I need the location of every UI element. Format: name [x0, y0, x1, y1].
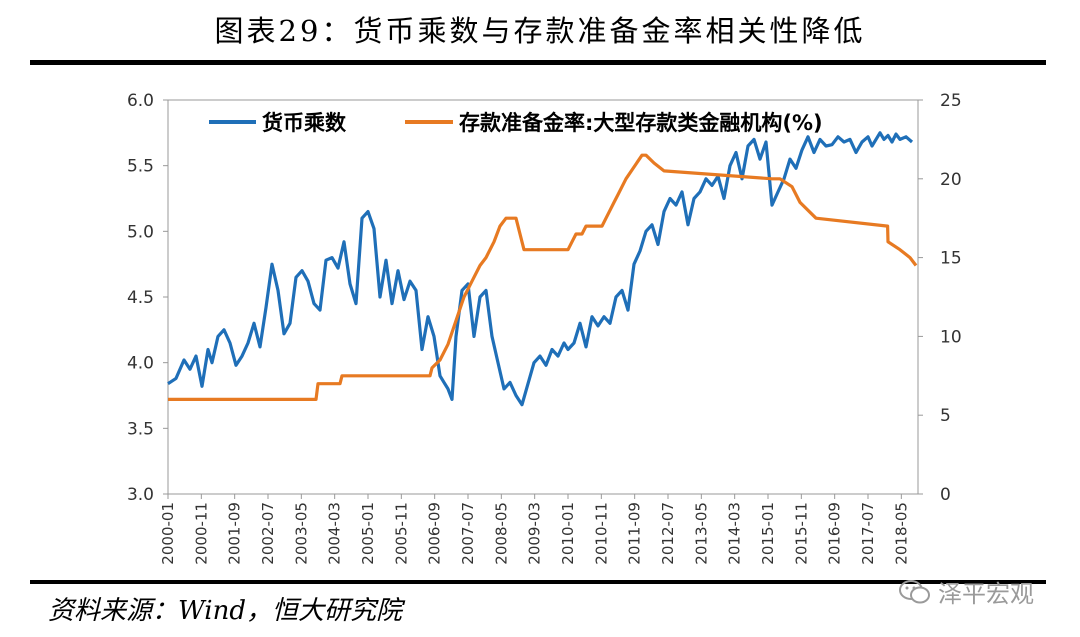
y-right-tick-label: 25: [940, 91, 962, 111]
x-tick-label: 2002-07: [259, 502, 277, 565]
x-tick-label: 2014-03: [726, 502, 744, 565]
chart-title: 图表29：货币乘数与存款准备金率相关性降低: [214, 14, 866, 48]
legend: 货币乘数 存款准备金率:大型存款类金融机构(%): [209, 111, 823, 135]
wechat-icon: [899, 579, 930, 603]
x-tick-label: 2011-09: [626, 502, 644, 565]
x-tick-label: 2006-09: [426, 502, 444, 565]
x-tick-label: 2013-05: [692, 502, 710, 565]
y-axis-right: 0 5 10 15 20 25: [918, 91, 962, 505]
y-right-tick-label: 0: [940, 485, 951, 505]
y-left-tick-label: 4.0: [127, 354, 154, 374]
source-note: 资料来源：Wind，恒大研究院: [48, 596, 402, 626]
y-left-tick-label: 3.0: [127, 485, 154, 505]
x-tick-label: 2000-01: [159, 502, 177, 565]
y-right-tick-label: 20: [940, 170, 962, 190]
x-tick-label: 2009-03: [526, 502, 544, 565]
series-lines: [167, 131, 918, 407]
x-tick-label: 2010-11: [592, 502, 610, 565]
series-line-money-multiplier: [167, 131, 914, 407]
y-axis-left: 3.0 3.5 4.0 4.5 5.0 5.5 6.0: [127, 91, 168, 505]
y-left-tick-label: 5.0: [127, 222, 154, 242]
x-tick-label: 2007-07: [459, 502, 477, 565]
x-tick-label: 2015-01: [759, 502, 777, 565]
top-rule: [30, 60, 1046, 65]
x-tick-label: 2017-07: [859, 502, 877, 565]
x-tick-label: 2016-09: [826, 502, 844, 565]
y-left-tick-label: 4.5: [127, 288, 154, 308]
y-right-tick-label: 15: [940, 249, 962, 269]
x-tick-label: 2000-11: [192, 502, 210, 565]
x-axis: 2000-01 2000-11 2001-09 2002-07 2003-05 2004-…: [159, 494, 910, 565]
x-tick-label: 2015-11: [792, 502, 810, 565]
x-tick-label: 2005-01: [359, 502, 377, 565]
y-right-tick-label: 5: [940, 406, 951, 426]
series-line-reserve-ratio: [168, 153, 918, 401]
chart: 3.0 3.5 4.0 4.5 5.0 5.5 6.0 0 5 10 15 20 25 2000-01…: [127, 91, 962, 565]
bottom-rule: [30, 580, 1046, 584]
y-right-tick-label: 10: [940, 327, 962, 347]
legend-label-series1: 货币乘数: [262, 111, 347, 135]
x-tick-label: 2008-05: [492, 502, 510, 565]
x-tick-label: 2003-05: [292, 502, 310, 565]
x-tick-label: 2005-11: [392, 502, 410, 565]
x-tick-label: 2018-05: [892, 502, 910, 565]
y-left-tick-label: 6.0: [127, 91, 154, 111]
watermark: 泽平宏观: [898, 574, 1034, 609]
x-tick-label: 2001-09: [226, 502, 244, 565]
watermark-text: 泽平宏观: [938, 580, 1034, 608]
x-tick-label: 2012-07: [659, 502, 677, 565]
y-left-tick-label: 3.5: [127, 419, 154, 439]
legend-label-series2: 存款准备金率:大型存款类金融机构(%): [459, 111, 823, 135]
y-left-tick-label: 5.5: [127, 157, 154, 177]
x-tick-label: 2004-03: [326, 502, 344, 565]
x-tick-label: 2010-01: [559, 502, 577, 565]
